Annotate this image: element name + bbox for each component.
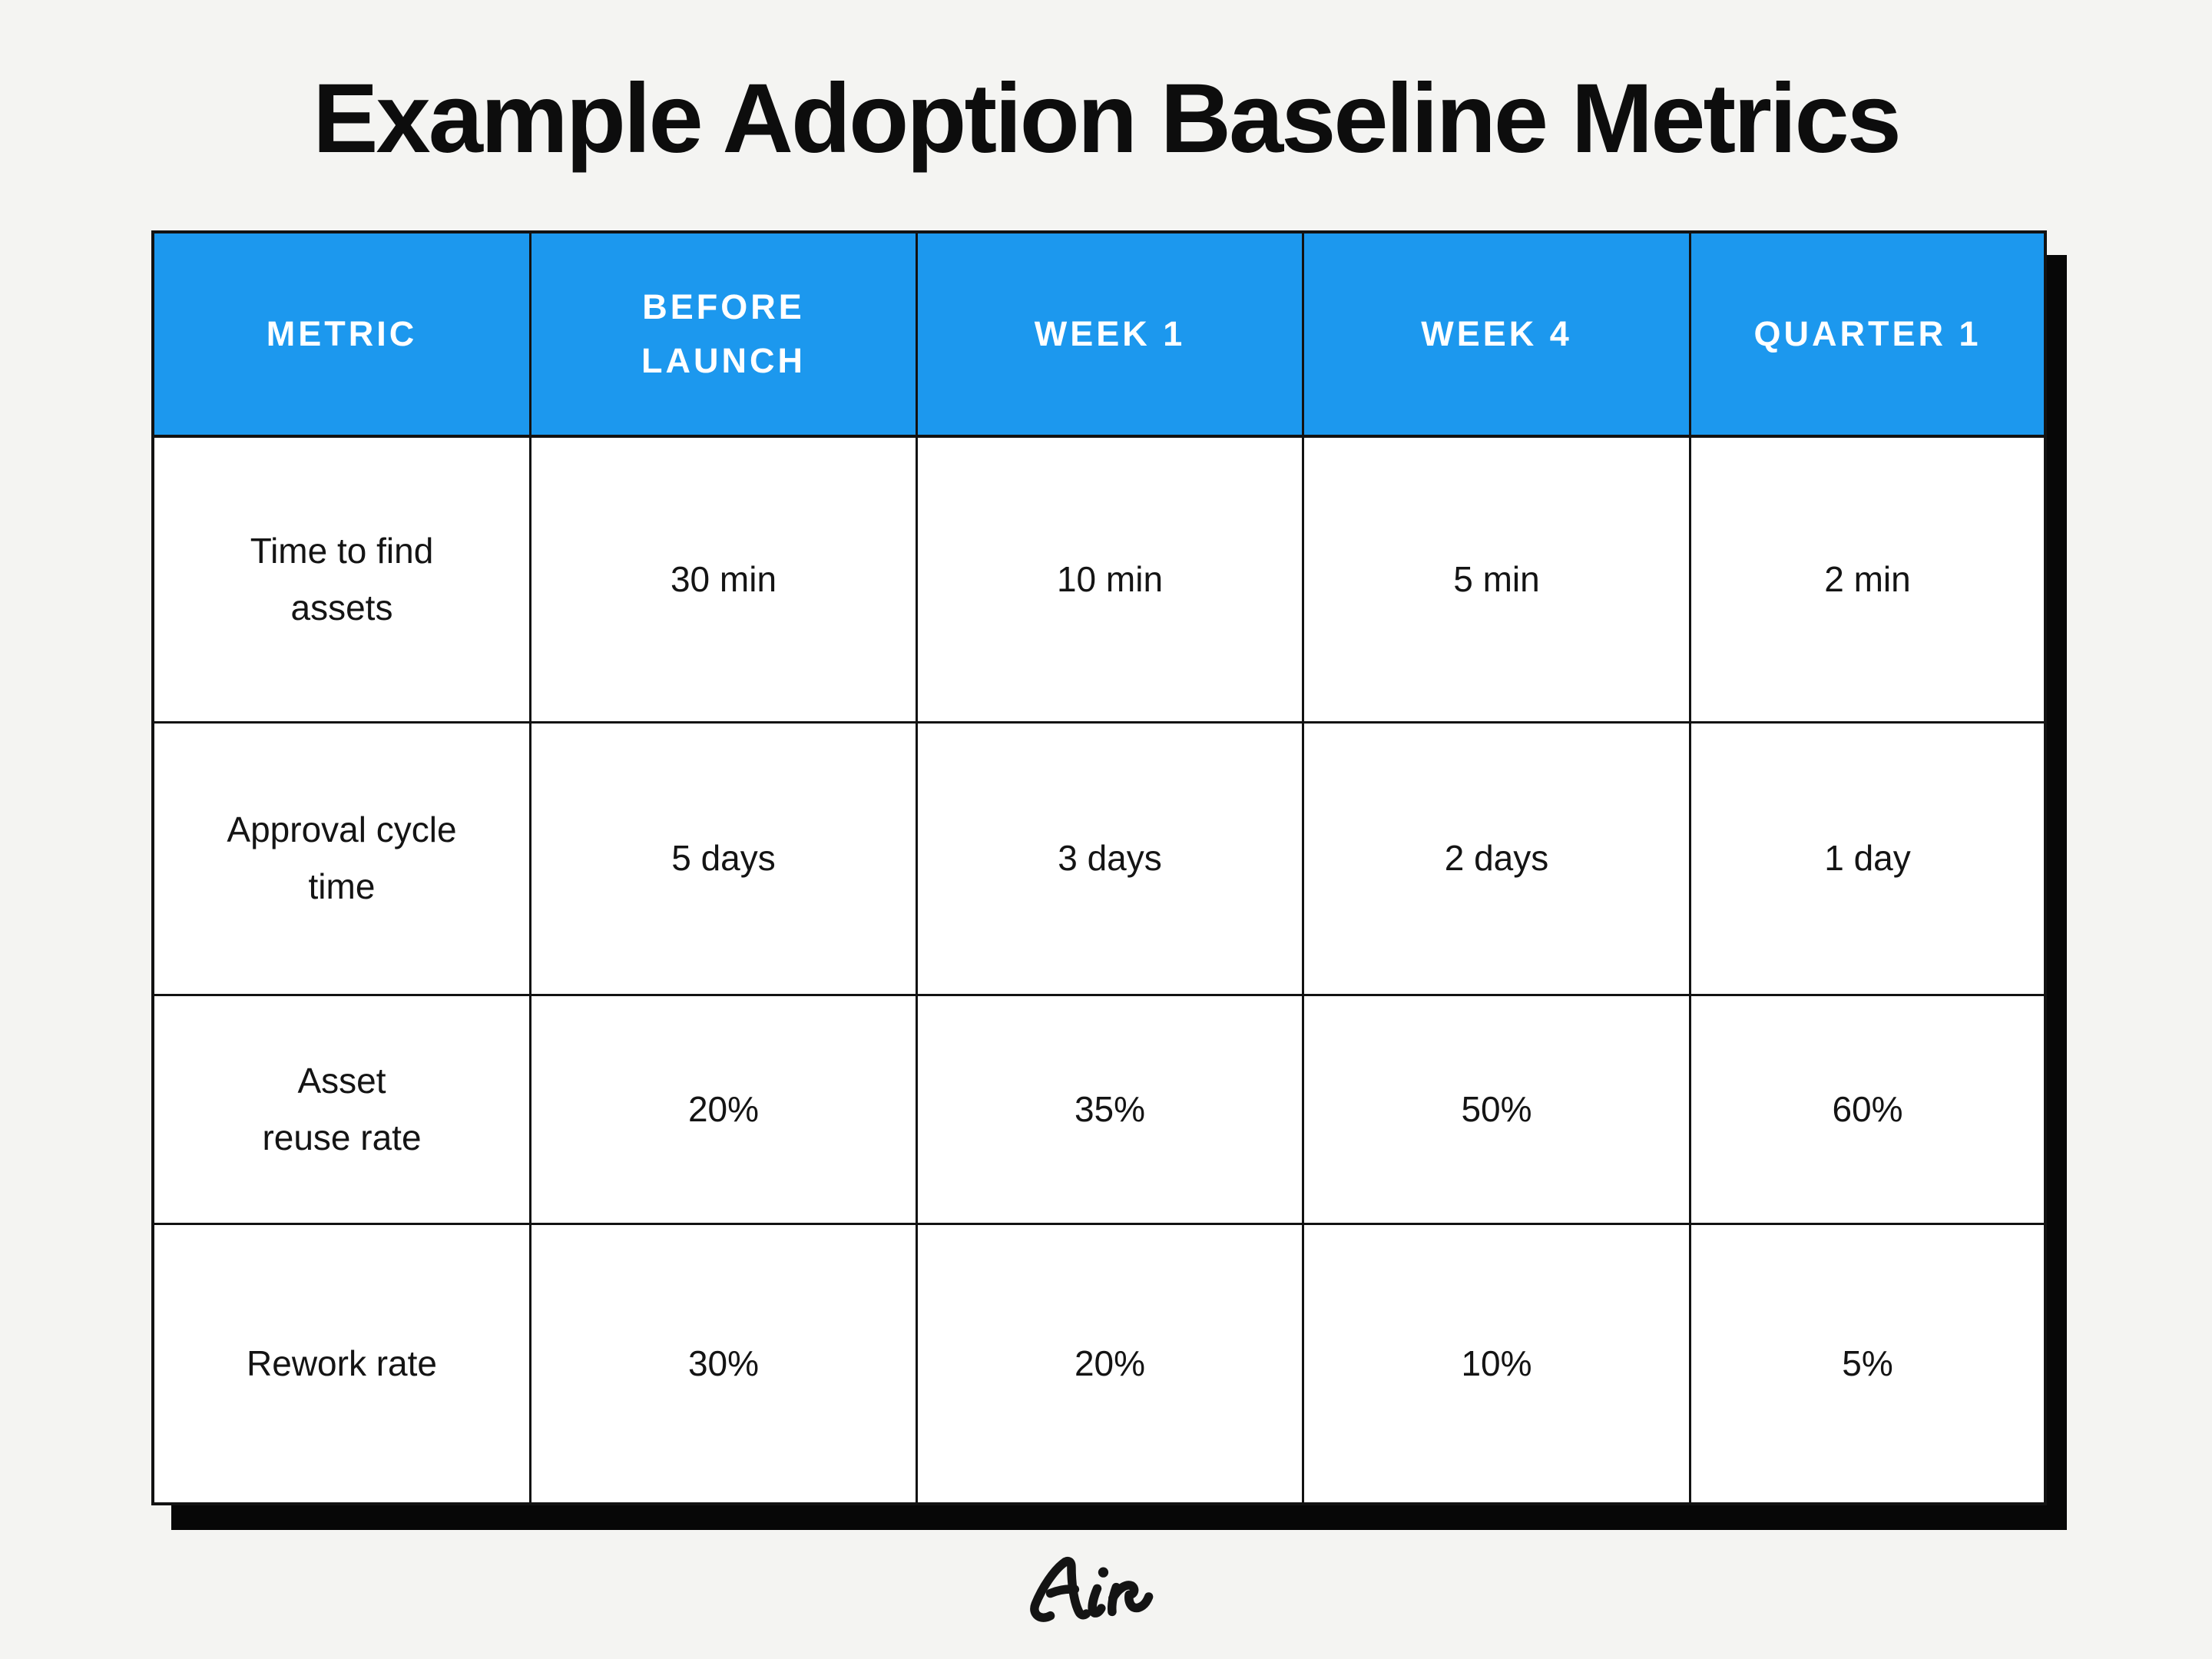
value-time-to-find-assets-before-launch: 30 min	[531, 438, 918, 724]
air-logo-icon	[1030, 1556, 1154, 1622]
column-header-week-1: WEEK 1	[918, 233, 1304, 438]
value-rework-rate-week-4: 10%	[1304, 1225, 1691, 1502]
column-header-quarter-1: QUARTER 1	[1691, 233, 2044, 438]
value-approval-cycle-time-before-launch: 5 days	[531, 724, 918, 996]
value-rework-rate-quarter-1: 5%	[1691, 1225, 2044, 1502]
value-time-to-find-assets-week-4: 5 min	[1304, 438, 1691, 724]
value-approval-cycle-time-week-1: 3 days	[918, 724, 1304, 996]
air-logo	[1025, 1545, 1187, 1636]
page-title: Example Adoption Baseline Metrics	[313, 64, 1902, 174]
column-header-week-4: WEEK 4	[1304, 233, 1691, 438]
value-approval-cycle-time-week-4: 2 days	[1304, 724, 1691, 996]
value-rework-rate-before-launch: 30%	[531, 1225, 918, 1502]
value-time-to-find-assets-week-1: 10 min	[918, 438, 1304, 724]
value-asset-reuse-rate-week-4: 50%	[1304, 996, 1691, 1225]
value-asset-reuse-rate-quarter-1: 60%	[1691, 996, 2044, 1225]
column-header-before-launch: BEFORE LAUNCH	[531, 233, 918, 438]
adoption-metrics-table: METRIC BEFORE LAUNCH WEEK 1 WEEK 4 QUART…	[151, 230, 2047, 1505]
row-label-time-to-find-assets: Time to find assets	[154, 438, 531, 724]
row-label-rework-rate: Rework rate	[154, 1225, 531, 1502]
value-time-to-find-assets-quarter-1: 2 min	[1691, 438, 2044, 724]
value-asset-reuse-rate-week-1: 35%	[918, 996, 1304, 1225]
row-label-asset-reuse-rate: Asset reuse rate	[154, 996, 531, 1225]
value-rework-rate-week-1: 20%	[918, 1225, 1304, 1502]
value-asset-reuse-rate-before-launch: 20%	[531, 996, 918, 1225]
column-header-metric: METRIC	[154, 233, 531, 438]
value-approval-cycle-time-quarter-1: 1 day	[1691, 724, 2044, 996]
row-label-approval-cycle-time: Approval cycle time	[154, 724, 531, 996]
